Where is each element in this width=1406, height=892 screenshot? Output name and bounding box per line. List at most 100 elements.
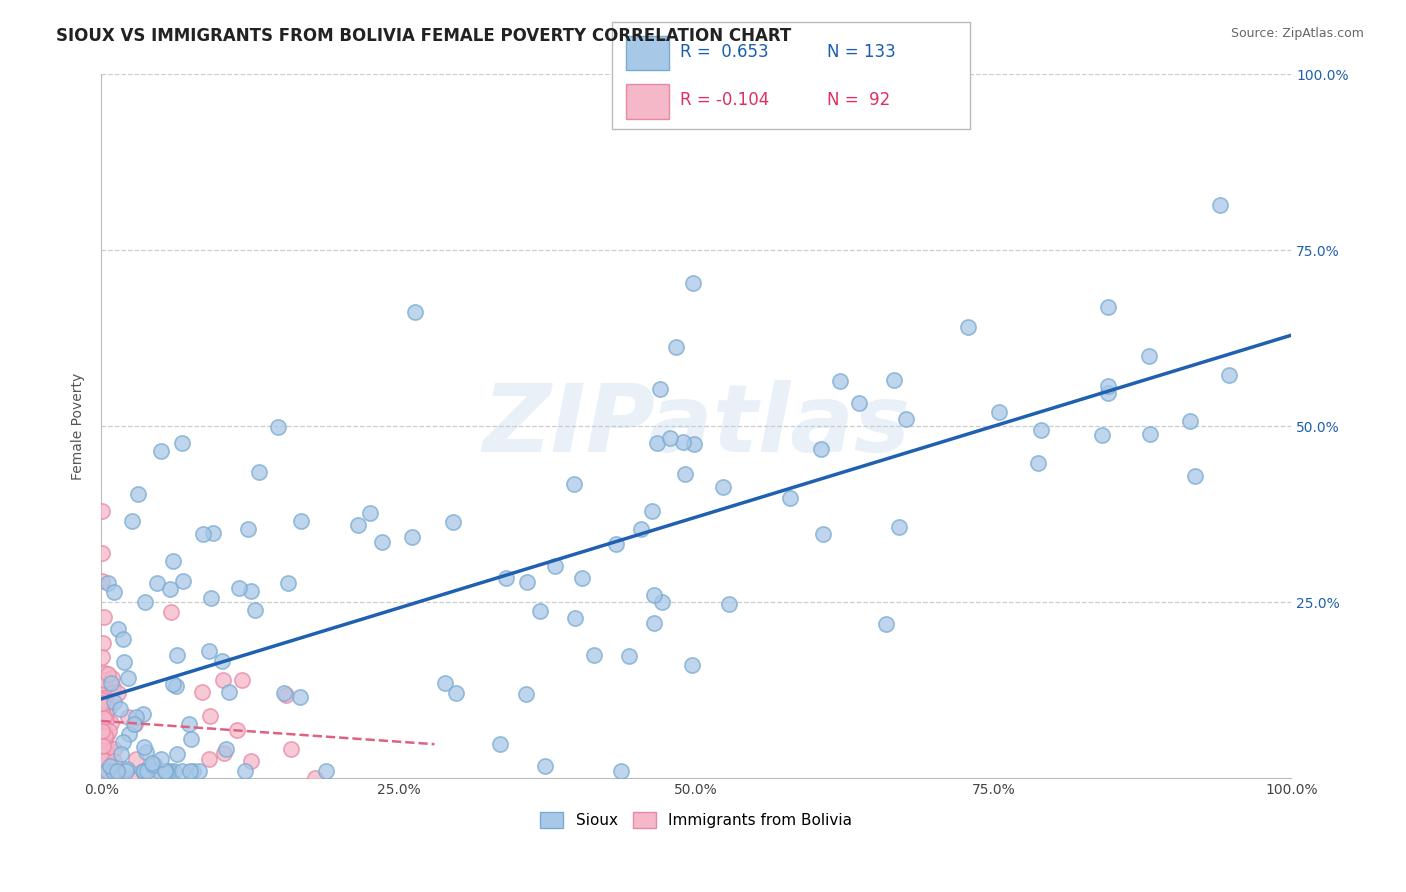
Point [810, 442, 832, 456]
Text: Source: ZipAtlas.com: Source: ZipAtlas.com [1230, 27, 1364, 40]
Point [93, 609, 115, 624]
Point [142, 771, 165, 785]
Point [1218, 368, 1240, 383]
Point [120, 771, 142, 785]
Point [218, 684, 240, 698]
Point [198, 752, 221, 766]
Point [90, 546, 112, 560]
Point [717, 598, 740, 612]
Text: N =  92: N = 92 [827, 92, 890, 110]
Point [118, 726, 141, 740]
Point [1180, 414, 1202, 428]
Point [957, 320, 980, 334]
Point [659, 431, 682, 445]
Point [894, 412, 917, 426]
Point [645, 436, 668, 450]
Point [94, 706, 117, 720]
Point [117, 763, 139, 777]
Point [681, 657, 703, 672]
Point [187, 764, 209, 779]
Point [650, 595, 672, 609]
Point [191, 685, 214, 699]
Point [125, 752, 148, 766]
Point [93, 688, 115, 702]
Point [290, 514, 312, 528]
Point [191, 526, 214, 541]
Point [562, 477, 585, 491]
Point [100, 715, 122, 730]
Point [149, 444, 172, 458]
Point [94, 713, 117, 727]
Text: R =  0.653: R = 0.653 [679, 44, 768, 62]
Point [91, 724, 114, 739]
Point [91, 729, 114, 743]
Point [91, 680, 114, 694]
Point [122, 717, 145, 731]
Point [135, 745, 157, 759]
Point [91, 731, 114, 746]
Point [315, 764, 337, 779]
Point [121, 514, 143, 528]
Point [94, 696, 117, 710]
Point [274, 688, 297, 702]
Point [103, 741, 125, 756]
Point [94, 729, 117, 743]
Point [564, 611, 586, 625]
Point [179, 764, 201, 779]
Point [887, 519, 910, 533]
Point [141, 756, 163, 771]
Point [93, 692, 115, 706]
Point [96, 747, 118, 762]
Point [441, 516, 464, 530]
Point [172, 574, 194, 589]
Point [143, 758, 166, 772]
Point [534, 759, 557, 773]
Point [650, 382, 672, 396]
Point [105, 764, 128, 779]
Text: N = 133: N = 133 [827, 44, 896, 62]
Point [165, 679, 187, 693]
Point [90, 693, 112, 707]
Point [488, 737, 510, 751]
Point [277, 575, 299, 590]
Point [101, 771, 124, 785]
Point [228, 581, 250, 595]
Point [103, 695, 125, 709]
Point [215, 741, 238, 756]
Point [347, 518, 370, 533]
Point [170, 436, 193, 450]
Point [91, 503, 114, 517]
Point [166, 747, 188, 761]
Point [371, 534, 394, 549]
Point [90, 683, 112, 698]
Point [183, 764, 205, 779]
Point [132, 764, 155, 779]
Point [245, 602, 267, 616]
Point [94, 756, 117, 771]
Point [198, 709, 221, 723]
Point [94, 693, 117, 707]
Point [1208, 198, 1230, 212]
Point [582, 648, 605, 663]
Point [90, 728, 112, 742]
Point [108, 702, 131, 716]
Point [683, 437, 706, 451]
Text: R = -0.104: R = -0.104 [679, 92, 769, 110]
Point [90, 704, 112, 718]
Point [1097, 385, 1119, 400]
Point [233, 764, 256, 779]
Point [280, 742, 302, 756]
Point [162, 677, 184, 691]
Point [91, 739, 114, 754]
Point [605, 537, 627, 551]
Point [571, 572, 593, 586]
Legend: Sioux, Immigrants from Bolivia: Sioux, Immigrants from Bolivia [534, 805, 858, 834]
Point [1097, 300, 1119, 314]
Point [610, 764, 633, 779]
Point [202, 526, 225, 541]
Point [111, 735, 134, 749]
Point [644, 588, 666, 602]
Point [93, 726, 115, 740]
Point [97, 724, 120, 739]
Point [97, 666, 120, 681]
